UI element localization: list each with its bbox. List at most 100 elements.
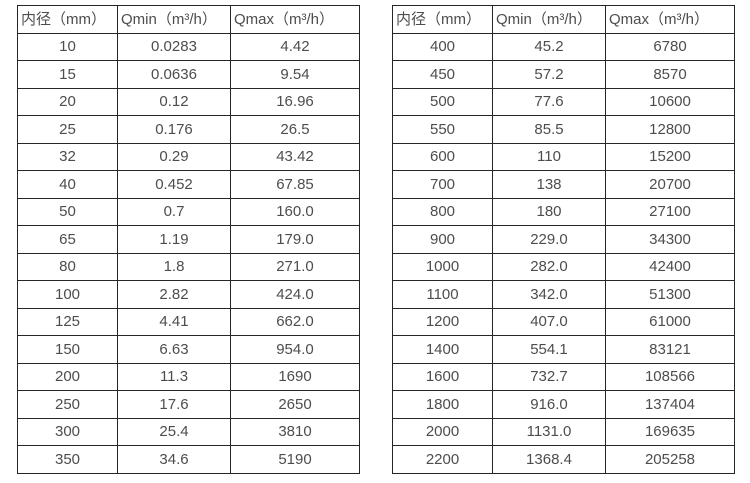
qmin-cell: 25.4 (117, 417, 231, 446)
qmin-cell: 0.29 (117, 142, 231, 171)
qmin-cell: 34.6 (117, 445, 231, 474)
diameter-cell: 250 (17, 390, 118, 419)
table-row: 32 0.29 43.42 (17, 142, 360, 171)
table-row: 100 2.82 424.0 (17, 280, 360, 309)
qmax-cell: 205258 (605, 445, 735, 474)
flow-spec-table-small-diameters: 内径（mm） Qmin（m³/h） Qmax（m³/h） 10 0.0283 4.42 1… (17, 5, 360, 474)
diameter-cell: 100 (17, 280, 118, 309)
qmax-cell: 137404 (605, 390, 735, 419)
header-row: 内径（mm） Qmin（m³/h） Qmax（m³/h） (392, 5, 735, 34)
diameter-cell: 1000 (392, 252, 493, 281)
table-row: 65 1.19 179.0 (17, 225, 360, 254)
table-row: 25 0.176 26.5 (17, 115, 360, 144)
table-row: 700 138 20700 (392, 170, 735, 199)
diameter-cell: 450 (392, 60, 493, 89)
qmin-cell: 342.0 (492, 280, 606, 309)
qmin-cell: 0.12 (117, 87, 231, 116)
qmax-cell: 179.0 (230, 225, 360, 254)
qmin-cell: 110 (492, 142, 606, 171)
qmax-cell: 15200 (605, 142, 735, 171)
diameter-cell: 125 (17, 307, 118, 336)
table-row: 450 57.2 8570 (392, 60, 735, 89)
qmax-cell: 169635 (605, 417, 735, 446)
diameter-cell: 25 (17, 115, 118, 144)
qmax-cell: 160.0 (230, 197, 360, 226)
table-row: 200 11.3 1690 (17, 362, 360, 391)
table-row: 150 6.63 954.0 (17, 335, 360, 364)
qmax-cell: 9.54 (230, 60, 360, 89)
qmin-cell: 2.82 (117, 280, 231, 309)
qmin-cell: 1.8 (117, 252, 231, 281)
diameter-cell: 800 (392, 197, 493, 226)
table-row: 10 0.0283 4.42 (17, 32, 360, 61)
diameter-cell: 1600 (392, 362, 493, 391)
qmax-cell: 16.96 (230, 87, 360, 116)
table-row: 300 25.4 3810 (17, 417, 360, 446)
table-row: 400 45.2 6780 (392, 32, 735, 61)
table-row: 1000 282.0 42400 (392, 252, 735, 281)
diameter-cell: 500 (392, 87, 493, 116)
qmax-cell: 42400 (605, 252, 735, 281)
diameter-cell: 2200 (392, 445, 493, 474)
qmax-cell: 3810 (230, 417, 360, 446)
qmax-cell: 108566 (605, 362, 735, 391)
qmax-cell: 67.85 (230, 170, 360, 199)
qmax-header: Qmax（m³/h） (605, 5, 735, 34)
qmin-cell: 138 (492, 170, 606, 199)
table-row: 80 1.8 271.0 (17, 252, 360, 281)
qmax-cell: 6780 (605, 32, 735, 61)
qmax-cell: 662.0 (230, 307, 360, 336)
qmin-cell: 1131.0 (492, 417, 606, 446)
diameter-cell: 1400 (392, 335, 493, 364)
qmax-cell: 271.0 (230, 252, 360, 281)
diameter-cell: 32 (17, 142, 118, 171)
qmin-header: Qmin（m³/h） (117, 5, 231, 34)
qmax-cell: 12800 (605, 115, 735, 144)
qmax-header: Qmax（m³/h） (230, 5, 360, 34)
qmin-cell: 0.7 (117, 197, 231, 226)
qmax-cell: 43.42 (230, 142, 360, 171)
qmax-cell: 4.42 (230, 32, 360, 61)
diameter-cell: 80 (17, 252, 118, 281)
diameter-cell: 200 (17, 362, 118, 391)
qmin-cell: 11.3 (117, 362, 231, 391)
table-row: 1200 407.0 61000 (392, 307, 735, 336)
table-row: 350 34.6 5190 (17, 445, 360, 474)
diameter-cell: 700 (392, 170, 493, 199)
table-row: 1800 916.0 137404 (392, 390, 735, 419)
diameter-header: 内径（mm） (392, 5, 493, 34)
qmin-cell: 1.19 (117, 225, 231, 254)
qmax-cell: 5190 (230, 445, 360, 474)
table-row: 900 229.0 34300 (392, 225, 735, 254)
qmax-cell: 954.0 (230, 335, 360, 364)
diameter-cell: 350 (17, 445, 118, 474)
qmin-cell: 916.0 (492, 390, 606, 419)
qmin-cell: 17.6 (117, 390, 231, 419)
qmin-cell: 0.0283 (117, 32, 231, 61)
diameter-cell: 20 (17, 87, 118, 116)
table-row: 2000 1131.0 169635 (392, 417, 735, 446)
diameter-cell: 400 (392, 32, 493, 61)
diameter-header: 内径（mm） (17, 5, 118, 34)
qmin-cell: 1368.4 (492, 445, 606, 474)
diameter-cell: 2000 (392, 417, 493, 446)
qmax-cell: 1690 (230, 362, 360, 391)
diameter-cell: 10 (17, 32, 118, 61)
qmin-cell: 45.2 (492, 32, 606, 61)
table-row: 2200 1368.4 205258 (392, 445, 735, 474)
table-row: 1100 342.0 51300 (392, 280, 735, 309)
diameter-cell: 40 (17, 170, 118, 199)
qmax-cell: 27100 (605, 197, 735, 226)
table-row: 125 4.41 662.0 (17, 307, 360, 336)
diameter-cell: 50 (17, 197, 118, 226)
diameter-cell: 1200 (392, 307, 493, 336)
qmax-cell: 34300 (605, 225, 735, 254)
qmin-cell: 4.41 (117, 307, 231, 336)
qmin-cell: 0.452 (117, 170, 231, 199)
table-row: 500 77.6 10600 (392, 87, 735, 116)
table-row: 550 85.5 12800 (392, 115, 735, 144)
qmin-cell: 554.1 (492, 335, 606, 364)
diameter-cell: 900 (392, 225, 493, 254)
qmax-cell: 10600 (605, 87, 735, 116)
qmin-cell: 732.7 (492, 362, 606, 391)
